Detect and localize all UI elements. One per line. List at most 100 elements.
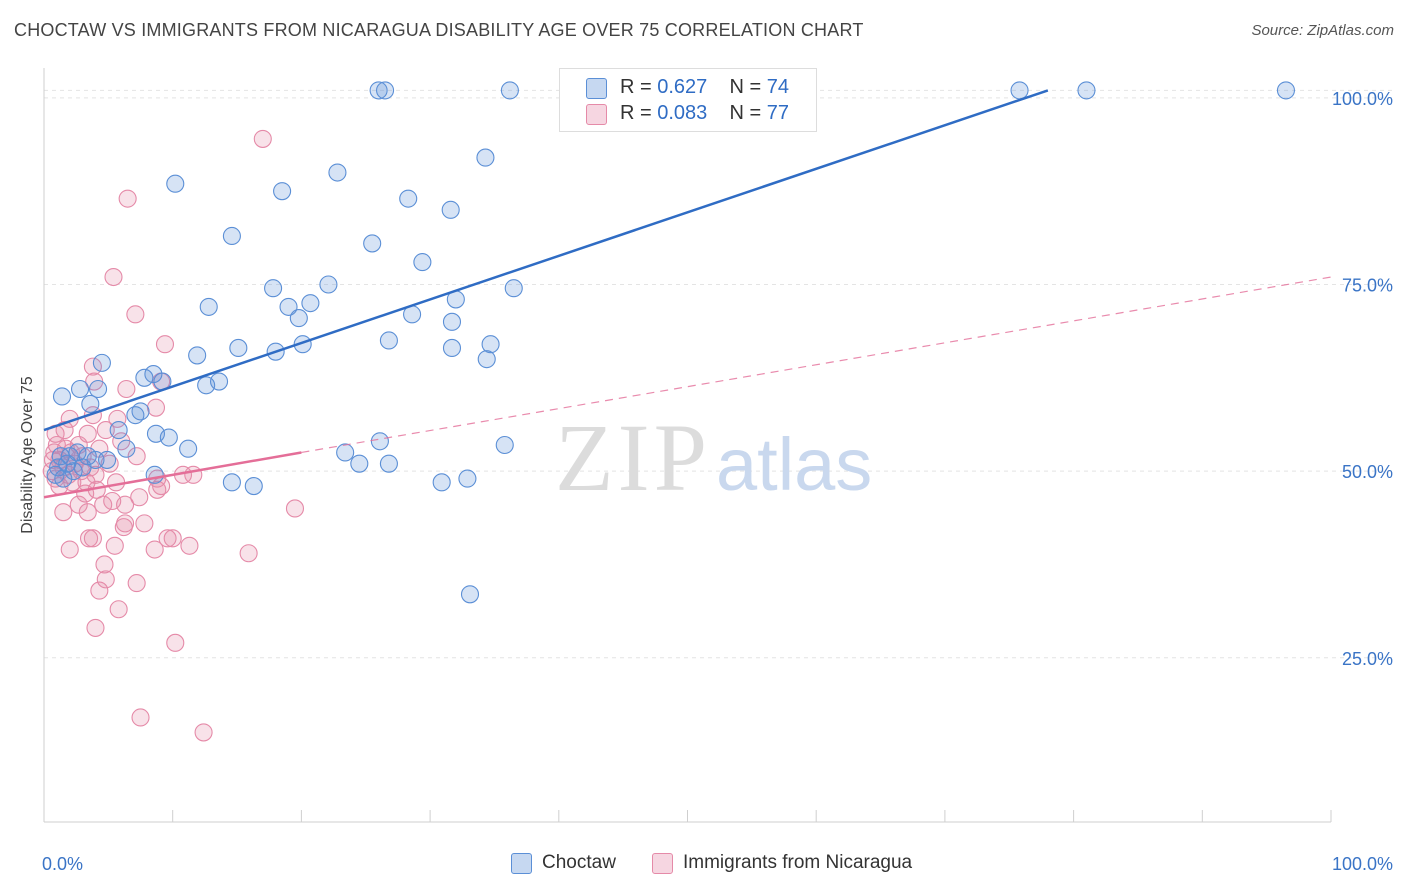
- nicaragua-point: [126, 305, 145, 324]
- choctaw-point: [481, 335, 500, 354]
- nicaragua-point: [83, 357, 102, 376]
- nicaragua-r-label: R =: [620, 102, 658, 124]
- choctaw-point: [441, 200, 460, 219]
- choctaw-point: [89, 379, 108, 399]
- choctaw-point: [370, 432, 389, 451]
- nicaragua-point: [116, 495, 135, 514]
- choctaw-point: [336, 443, 355, 462]
- nicaragua-point: [118, 189, 137, 208]
- choctaw-point: [477, 350, 496, 369]
- choctaw-point: [159, 428, 178, 447]
- choctaw-point: [199, 297, 218, 316]
- nicaragua-point: [163, 529, 182, 548]
- nicaragua-trendline: [43, 451, 302, 499]
- nicaragua-r-value: 0.083: [657, 102, 708, 124]
- choctaw-point: [413, 253, 432, 272]
- choctaw-point: [244, 477, 263, 496]
- choctaw-point: [78, 447, 97, 466]
- nicaragua-point: [253, 129, 272, 148]
- watermark: ZIP atlas: [555, 404, 872, 511]
- nicaragua-point: [166, 633, 185, 652]
- x-tick-label-max: 100.0%: [1332, 854, 1393, 874]
- choctaw-point: [68, 443, 87, 462]
- choctaw-point: [273, 182, 292, 201]
- nicaragua-point: [54, 503, 73, 522]
- tick-labels: 25.0% 50.0% 75.0% 100.0% 0.0% 100.0%: [42, 89, 1393, 874]
- choctaw-point: [209, 372, 229, 391]
- choctaw-point: [350, 454, 369, 473]
- choctaw-point: [109, 421, 128, 440]
- nicaragua-point: [131, 708, 150, 727]
- y-tick-label: 100.0%: [1332, 89, 1393, 109]
- trendlines: [43, 89, 1332, 499]
- nicaragua-point: [180, 536, 199, 555]
- axes: [43, 68, 1332, 823]
- choctaw-point: [52, 387, 72, 406]
- nicaragua-point: [145, 540, 164, 559]
- nicaragua-point: [117, 379, 136, 399]
- nicaragua-point: [127, 447, 146, 466]
- nicaragua-point: [47, 435, 66, 455]
- choctaw-point: [188, 346, 207, 365]
- choctaw-point: [363, 234, 382, 253]
- choctaw-point: [135, 368, 154, 387]
- nicaragua-point: [135, 514, 154, 533]
- nicaragua-point: [158, 529, 177, 548]
- choctaw-point: [92, 353, 111, 372]
- watermark-atlas: atlas: [716, 423, 872, 506]
- nicaragua-swatch: [586, 104, 607, 125]
- choctaw-point: [144, 365, 163, 384]
- choctaw-point: [81, 394, 100, 413]
- nicaragua-point: [285, 499, 305, 518]
- choctaw-point: [64, 462, 83, 481]
- y-tick-label: 50.0%: [1342, 462, 1393, 482]
- choctaw-point: [222, 226, 241, 246]
- choctaw-point: [166, 174, 185, 193]
- nicaragua-point: [86, 618, 105, 637]
- choctaw-point: [328, 163, 347, 182]
- choctaw-point: [379, 454, 398, 473]
- nicaragua-point: [79, 529, 99, 548]
- nicaragua-point: [146, 398, 166, 417]
- nicaragua-point: [114, 518, 133, 537]
- nicaragua-point: [148, 480, 167, 499]
- choctaw-point: [145, 465, 164, 484]
- choctaw-point: [500, 81, 519, 100]
- choctaw-point: [379, 331, 398, 350]
- choctaw-point: [289, 309, 308, 328]
- nicaragua-n-value: 77: [766, 102, 790, 124]
- nicaragua-point: [194, 723, 213, 742]
- grid: [44, 89, 1392, 659]
- nicaragua-point: [95, 555, 114, 574]
- nicaragua-point: [96, 570, 115, 589]
- nicaragua-point: [69, 495, 88, 514]
- choctaw-point: [126, 406, 145, 425]
- watermark-zip: ZIP: [555, 404, 711, 511]
- choctaw-point: [399, 189, 418, 208]
- choctaw-points: [46, 81, 1296, 604]
- nicaragua-point: [107, 473, 126, 492]
- legend-choctaw-label: Choctaw: [542, 852, 616, 873]
- choctaw-point: [442, 312, 462, 331]
- choctaw-point: [301, 294, 320, 313]
- nicaragua-point: [90, 581, 109, 600]
- nicaragua-point: [105, 536, 124, 555]
- choctaw-point: [229, 338, 248, 358]
- nicaragua-point: [78, 503, 97, 522]
- nicaragua-point: [96, 421, 115, 440]
- legend-nicaragua-label: Immigrants from Nicaragua: [683, 852, 913, 873]
- choctaw-point: [495, 435, 514, 455]
- legend-choctaw-swatch: [511, 853, 532, 874]
- nicaragua-point: [104, 267, 123, 287]
- choctaw-point: [117, 439, 136, 458]
- choctaw-r-value: 0.627: [657, 76, 708, 98]
- nicaragua-trendline-extension: [301, 276, 1332, 454]
- choctaw-n-label: N =: [729, 76, 767, 98]
- nicaragua-point: [127, 574, 146, 593]
- choctaw-point: [319, 275, 338, 294]
- choctaw-point: [46, 465, 65, 484]
- choctaw-point: [376, 81, 395, 100]
- choctaw-point: [70, 379, 90, 399]
- choctaw-point: [1077, 81, 1096, 100]
